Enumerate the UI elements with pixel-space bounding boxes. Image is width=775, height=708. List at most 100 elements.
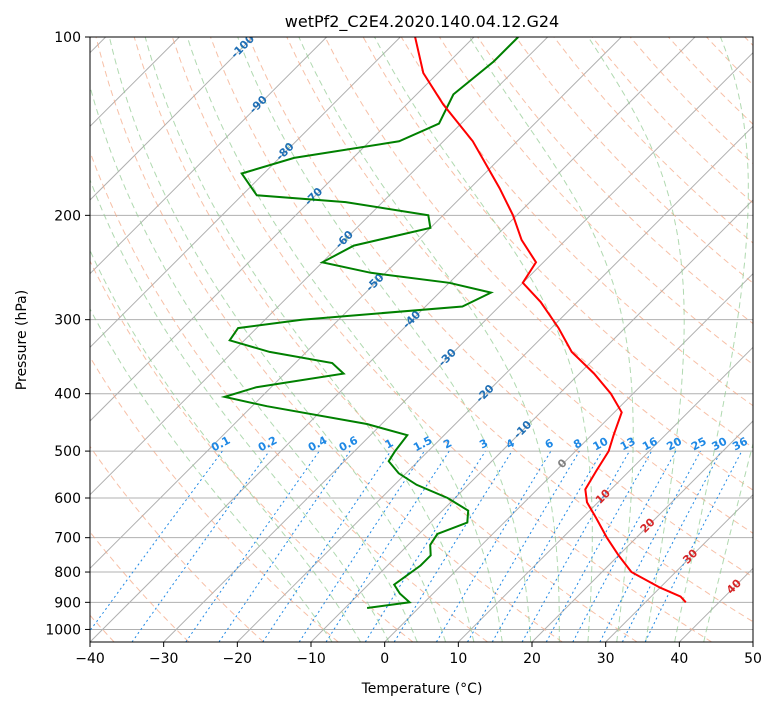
isotherm-line <box>90 37 549 496</box>
mixing-ratio-line <box>521 450 630 642</box>
moist-adiabat-line <box>469 37 634 642</box>
x-tick-label: 50 <box>744 651 762 667</box>
mixing-ratio-line <box>364 450 486 642</box>
moist-adiabat-line <box>90 178 390 642</box>
dewpoint-line <box>220 37 519 609</box>
x-tick-label: −40 <box>75 651 105 667</box>
x-axis-label: Temperature (°C) <box>361 681 483 697</box>
plot-frame <box>89 36 754 643</box>
dry-adiabat-line <box>171 37 712 642</box>
dry-adiabat-line <box>248 37 753 578</box>
dry-adiabat-line <box>90 259 414 642</box>
isotherm-line <box>605 493 753 642</box>
moist-adiabat-line <box>90 249 362 642</box>
chart-title: wetPf2_C2E4.2020.140.04.12.G24 <box>285 12 559 32</box>
isotherm-line <box>236 125 753 642</box>
x-tick-label: 0 <box>380 651 389 667</box>
isotherm-line <box>310 199 753 642</box>
x-tick-label: −30 <box>149 651 179 667</box>
dry-adiabat-line <box>90 445 264 642</box>
isotherm-line <box>457 346 753 642</box>
moist-adiabat-line <box>237 37 532 642</box>
isotherm-line <box>90 37 401 349</box>
temperature-line <box>414 37 687 603</box>
moist-adiabat-line <box>90 84 418 642</box>
mixing-ratio-line <box>621 450 722 642</box>
mixing-ratio-line <box>435 450 552 642</box>
dry-adiabat-line <box>90 356 339 642</box>
dry-adiabat-line <box>706 37 753 86</box>
mixing-ratio-line <box>185 450 320 642</box>
y-tick-label: 600 <box>54 491 81 507</box>
mixing-ratio-label: 25 <box>689 435 709 454</box>
y-tick-label: 1000 <box>45 622 81 638</box>
moist-adiabat-line <box>144 37 475 642</box>
y-axis-label: Pressure (hPa) <box>14 290 30 390</box>
dry-adiabat-line <box>324 37 753 491</box>
dry-adiabat-line <box>286 37 753 534</box>
isotherm-line <box>752 641 753 642</box>
x-tick-label: −10 <box>296 651 326 667</box>
y-tick-label: 400 <box>54 387 81 403</box>
mixing-ratio-label: 30 <box>710 435 730 454</box>
y-tick-label: 800 <box>54 565 81 581</box>
y-tick-label: 200 <box>54 208 81 224</box>
mixing-ratio-line <box>262 450 392 642</box>
mixing-ratio-line <box>393 450 513 642</box>
x-tick-label: 40 <box>670 651 688 667</box>
mixing-ratio-line <box>545 450 653 642</box>
mixing-ratio-label: 6 <box>543 436 556 451</box>
mixing-ratio-label: 2 <box>441 436 454 451</box>
mixing-ratio-line <box>298 450 425 642</box>
dry-adiabat-line <box>515 37 753 284</box>
mixing-ratio-line <box>572 450 677 642</box>
x-tick-label: 30 <box>597 651 615 667</box>
dry-adiabat-line <box>210 37 753 623</box>
dry-adiabat-line <box>133 37 638 642</box>
moist-adiabat-line <box>703 441 753 642</box>
mixing-ratio-line <box>644 450 743 642</box>
isotherm-line <box>90 37 696 642</box>
y-tick-label: 300 <box>54 313 81 329</box>
background-lines <box>90 37 753 642</box>
mixing-ratio-line <box>491 450 603 642</box>
mixing-ratio-label: 36 <box>730 435 750 454</box>
isotherm-label: -100 <box>228 32 257 61</box>
mixing-ratio-label: 13 <box>618 435 638 454</box>
isotherm-line <box>163 51 753 642</box>
mixing-ratio-label: 20 <box>664 435 684 454</box>
moist-adiabat-line <box>298 37 560 642</box>
y-axis: 100 200 300 400 500 600 700 800 900 1000 <box>45 30 90 638</box>
mixing-ratio-line <box>599 450 701 642</box>
x-tick-label: 20 <box>523 651 541 667</box>
mixing-ratio-line <box>325 450 450 642</box>
dry-adiabat-line <box>90 150 488 642</box>
isotherm-line <box>90 37 475 422</box>
isotherm-line <box>90 37 622 570</box>
isotherm-line <box>90 37 328 275</box>
mixing-ratio-label: 4 <box>504 436 517 451</box>
moist-adiabat-line <box>108 37 446 642</box>
isotherm-line <box>384 272 753 642</box>
isotherm-label: 10 <box>593 486 613 506</box>
dry-adiabat-line <box>553 37 753 244</box>
moist-adiabat-line <box>374 37 593 642</box>
x-axis: −40 −30 −20 −10 0 10 20 30 40 50 <box>75 642 762 667</box>
data-series <box>220 37 687 609</box>
moist-adiabat-line <box>90 308 333 642</box>
mixing-ratio-label: 10 <box>591 435 611 454</box>
x-tick-label: 10 <box>449 651 467 667</box>
dry-adiabat-line <box>744 37 753 47</box>
mixing-ratio-label: 16 <box>640 435 660 454</box>
dry-adiabat-line <box>95 37 563 642</box>
moist-adiabat-line <box>587 37 685 642</box>
mixing-ratio-line <box>467 450 580 642</box>
isotherm-line <box>531 420 753 642</box>
mixing-ratio-line <box>90 450 223 632</box>
y-tick-label: 100 <box>54 30 81 46</box>
moist-adiabat-line <box>186 37 503 642</box>
y-tick-label: 500 <box>54 444 81 460</box>
mixing-ratio-line <box>131 450 270 642</box>
mixing-ratio-label: 3 <box>477 436 490 451</box>
